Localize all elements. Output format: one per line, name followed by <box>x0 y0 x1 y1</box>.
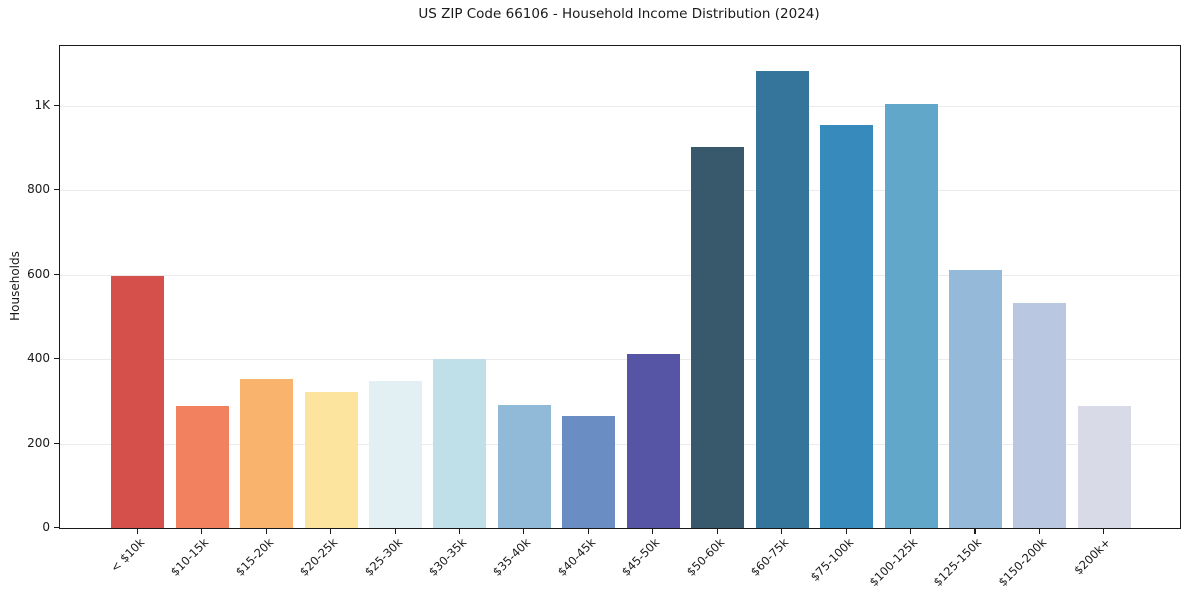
bar-100-125k <box>884 103 938 528</box>
bar-200k <box>1077 405 1131 528</box>
bar-125-150k <box>948 270 1002 528</box>
x-tick-mark-75-100k <box>845 529 847 534</box>
y-tick-mark-0 <box>54 527 59 529</box>
y-axis-label: Households <box>8 251 22 321</box>
x-tick-mark-20-25k <box>330 529 332 534</box>
y-tick-label-800: 800 <box>27 182 50 197</box>
y-tick-label-1k: 1K <box>34 97 50 112</box>
x-tick-mark-200k <box>1103 529 1105 534</box>
bar-150-200k <box>1013 302 1067 528</box>
bar-50-60k <box>691 147 745 528</box>
bar-45-50k <box>626 354 680 528</box>
x-tick-mark-100-125k <box>910 529 912 534</box>
bar-15-20k <box>240 379 294 528</box>
bar-30-35k <box>433 359 487 528</box>
x-tick-mark-15-20k <box>265 529 267 534</box>
x-tick-mark-125-150k <box>974 529 976 534</box>
x-tick-mark-45-50k <box>652 529 654 534</box>
x-tick-mark-150-200k <box>1038 529 1041 534</box>
gridline-400 <box>60 359 1180 360</box>
x-tick-mark-30-35k <box>458 529 461 534</box>
x-tick-mark-35-40k <box>523 529 525 534</box>
bar-10-15k <box>175 405 229 528</box>
y-tick-label-200: 200 <box>27 435 50 450</box>
x-tick-mark-40-45k <box>587 529 589 534</box>
bar-10k <box>111 275 165 528</box>
y-tick-label-400: 400 <box>27 351 50 365</box>
y-tick-label-600: 600 <box>27 266 50 281</box>
y-tick-mark-400 <box>54 358 59 360</box>
x-tick-label-10k: < $10k <box>107 535 147 575</box>
x-tick-mark-60-75k <box>781 529 783 534</box>
bar-75-100k <box>820 125 873 528</box>
x-tick-mark-10-15k <box>201 529 203 534</box>
x-tick-mark-10k <box>136 529 138 534</box>
bar-60-75k <box>755 70 809 528</box>
chart-title: US ZIP Code 66106 - Household Income Dis… <box>418 6 820 22</box>
bar-35-40k <box>497 405 551 528</box>
y-tick-mark-800 <box>54 189 59 191</box>
y-tick-label-0: 0 <box>42 520 50 534</box>
bar-40-45k <box>562 415 616 528</box>
gridline-200 <box>60 443 1180 445</box>
gridline-600 <box>60 274 1180 276</box>
bar-25-30k <box>369 380 422 528</box>
x-tick-mark-25-30k <box>394 529 396 534</box>
x-tick-mark-50-60k <box>716 529 718 534</box>
y-tick-mark-600 <box>54 273 59 275</box>
y-tick-mark-1k <box>54 104 59 106</box>
y-tick-mark-200 <box>54 442 59 444</box>
bar-20-25k <box>304 392 358 528</box>
plot-area <box>59 45 1181 529</box>
gridline-800 <box>60 190 1180 192</box>
gridline-1k <box>60 105 1180 107</box>
